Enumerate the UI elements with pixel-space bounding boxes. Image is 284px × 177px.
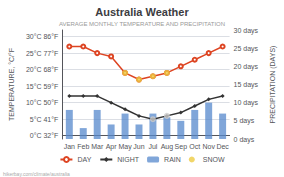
svg-text:Oct: Oct	[189, 143, 200, 150]
svg-text:Sep: Sep	[175, 143, 188, 151]
svg-text:Mar: Mar	[91, 143, 104, 150]
svg-text:Jan: Jan	[64, 143, 75, 150]
svg-text:0 days: 0 days	[234, 136, 255, 144]
svg-text:Australia Weather: Australia Weather	[95, 6, 189, 18]
svg-text:PRECIPITATION (DAYS): PRECIPITATION (DAYS)	[269, 46, 277, 124]
svg-text:25 days: 25 days	[234, 45, 259, 53]
svg-text:Nov: Nov	[202, 143, 215, 150]
svg-text:Feb: Feb	[77, 143, 89, 150]
svg-text:May: May	[118, 143, 132, 151]
svg-text:Aug: Aug	[161, 143, 174, 151]
svg-text:Apr: Apr	[106, 143, 118, 151]
svg-text:NIGHT: NIGHT	[117, 156, 140, 163]
svg-text:RAIN: RAIN	[164, 156, 181, 163]
svg-text:20 days: 20 days	[234, 63, 259, 71]
svg-text:hikerbay.com/climate/australia: hikerbay.com/climate/australia	[3, 171, 70, 177]
svg-text:AVERAGE MONTHLY TEMPERATURE AN: AVERAGE MONTHLY TEMPERATURE AND PRECIPIT…	[59, 21, 225, 27]
svg-text:TEMPERATURE, °C/°F: TEMPERATURE, °C/°F	[8, 48, 15, 121]
svg-text:Jul: Jul	[148, 143, 157, 150]
svg-text:15°C 59°F: 15°C 59°F	[26, 83, 58, 90]
svg-text:5°C 41°F: 5°C 41°F	[30, 116, 59, 123]
svg-text:15 days: 15 days	[234, 81, 259, 89]
svg-text:Jun: Jun	[133, 143, 144, 150]
svg-text:5 days: 5 days	[234, 117, 255, 125]
svg-text:0°C 32°F: 0°C 32°F	[30, 132, 59, 139]
svg-text:10 days: 10 days	[234, 99, 259, 107]
svg-text:DAY: DAY	[77, 156, 91, 163]
svg-text:20°C 68°F: 20°C 68°F	[26, 66, 58, 73]
svg-text:30°C 86°F: 30°C 86°F	[26, 33, 58, 40]
svg-text:Dec: Dec	[216, 143, 229, 150]
svg-text:25°C 77°F: 25°C 77°F	[26, 50, 58, 57]
svg-text:10°C 50°F: 10°C 50°F	[26, 99, 58, 106]
svg-text:SNOW: SNOW	[203, 156, 225, 163]
svg-text:30 days: 30 days	[234, 27, 259, 35]
